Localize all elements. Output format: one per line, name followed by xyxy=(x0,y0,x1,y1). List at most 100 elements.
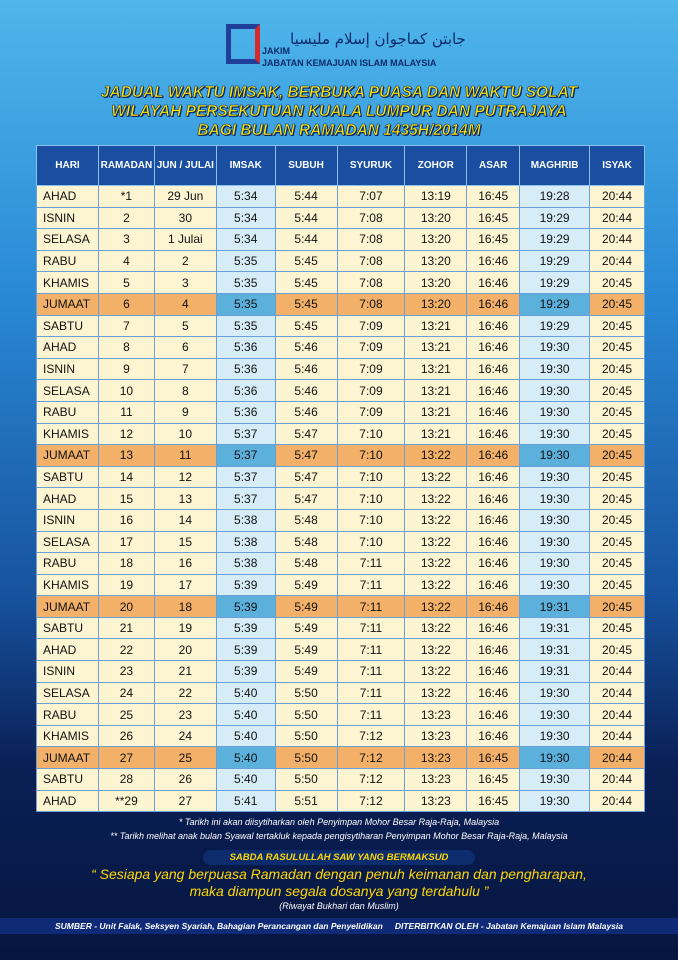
table-cell: 20:44 xyxy=(589,746,645,770)
table-cell: 16:46 xyxy=(466,357,521,381)
table-cell: 5:39 xyxy=(215,595,276,618)
table-row: SELASA 10 8 5:36 5:46 7:09 13:21 16:46 19:30 20:4… xyxy=(36,379,645,402)
table-cell: 17 xyxy=(153,573,217,597)
table-cell: 7:10 xyxy=(336,530,406,554)
table-cell: 11 xyxy=(153,444,217,467)
table-cell: 7:11 xyxy=(336,573,406,597)
table-cell: 20:45 xyxy=(589,638,645,662)
table-cell: 20:45 xyxy=(589,314,645,338)
table-cell: ISNIN xyxy=(36,206,99,230)
table-cell: 20:44 xyxy=(589,206,645,230)
table-cell: 13:21 xyxy=(404,314,468,338)
table-row: JUMAAT 13 11 5:37 5:47 7:10 13:22 16:46 19:30 20:… xyxy=(36,444,645,467)
table-cell: 5:38 xyxy=(215,552,276,575)
table-cell: 5:40 xyxy=(215,724,276,748)
footer: SUMBER - Unit Falak, Seksyen Syariah, Ba… xyxy=(0,918,678,934)
table-cell: 5:47 xyxy=(274,422,338,446)
table-cell: 6 xyxy=(97,292,155,316)
table-row: ISNIN 2 30 5:34 5:44 7:08 13:20 16:45 19:29 20:44 xyxy=(36,206,645,230)
table-cell: 13:20 xyxy=(404,249,468,273)
table-cell: 18 xyxy=(97,552,155,575)
table-cell: JUMAAT xyxy=(36,444,99,467)
table-cell: SELASA xyxy=(36,228,99,251)
table-cell: 10 xyxy=(97,379,155,402)
table-cell: 26 xyxy=(153,768,217,791)
table-row: AHAD *1 29 Jun 5:34 5:44 7:07 13:19 16:45 19:28 2… xyxy=(36,185,645,208)
table-row: JUMAAT 27 25 5:40 5:50 7:12 13:23 16:45 19:30 20:… xyxy=(36,746,645,770)
table-cell: 16:45 xyxy=(466,228,521,251)
table-cell: 19:29 xyxy=(519,228,591,251)
table-cell: 16:46 xyxy=(466,292,521,316)
footnote: * Tarikh ini akan diisytiharkan oleh Pen… xyxy=(178,817,500,827)
table-cell: 5:37 xyxy=(215,422,276,446)
table-cell: 7:10 xyxy=(336,487,406,510)
org-name: JABATAN KEMAJUAN ISLAM MALAYSIA xyxy=(262,58,437,68)
table-cell: 13:22 xyxy=(404,595,468,618)
column-header: ASAR xyxy=(466,145,521,186)
table-cell: 5:41 xyxy=(215,789,276,813)
table-cell: KHAMIS xyxy=(36,573,99,597)
table-cell: SABTU xyxy=(36,465,99,489)
table-cell: 4 xyxy=(153,292,217,316)
table-cell: JUMAAT xyxy=(36,746,99,770)
table-cell: 7:10 xyxy=(336,422,406,446)
table-cell: 17 xyxy=(97,530,155,554)
table-cell: 12 xyxy=(97,422,155,446)
table-cell: SELASA xyxy=(36,379,99,402)
table-row: SABTU 14 12 5:37 5:47 7:10 13:22 16:46 19:30 20:4… xyxy=(36,465,645,489)
table-cell: SELASA xyxy=(36,530,99,554)
column-header: IMSAK xyxy=(215,145,276,186)
table-cell: 24 xyxy=(153,724,217,748)
table-cell: 7:12 xyxy=(336,789,406,813)
table-cell: 13:21 xyxy=(404,336,468,359)
table-cell: 5:45 xyxy=(274,271,338,294)
table-cell: 7:11 xyxy=(336,638,406,662)
table-cell: 30 xyxy=(153,206,217,230)
table-cell: 23 xyxy=(153,703,217,726)
table-cell: 16:46 xyxy=(466,724,521,748)
table-cell: 5:44 xyxy=(274,228,338,251)
table-cell: 5:37 xyxy=(215,444,276,467)
table-cell: SABTU xyxy=(36,616,99,640)
table-cell: 28 xyxy=(97,768,155,791)
table-cell: 5:50 xyxy=(274,681,338,705)
table-cell: 13:20 xyxy=(404,206,468,230)
table-cell: 27 xyxy=(153,789,217,813)
table-cell: 15 xyxy=(153,530,217,554)
table-cell: 16:46 xyxy=(466,271,521,294)
table-row: SABTU 28 26 5:40 5:50 7:12 13:23 16:45 19:30 20:4… xyxy=(36,768,645,791)
hadith-line: maka diampun segala dosanya yang terdahu… xyxy=(189,883,489,899)
table-cell: 5:48 xyxy=(274,530,338,554)
table-cell: 16:46 xyxy=(466,422,521,446)
column-header: ZOHOR xyxy=(404,145,468,186)
table-cell: 13:21 xyxy=(404,357,468,381)
footnote: ** Tarikh melihat anak bulan Syawal tert… xyxy=(110,831,568,841)
table-cell: 5:49 xyxy=(274,616,338,640)
table-cell: 19:30 xyxy=(519,724,591,748)
table-cell: 20:44 xyxy=(589,249,645,273)
table-cell: ISNIN xyxy=(36,508,99,532)
table-row: AHAD 8 6 5:36 5:46 7:09 13:21 16:46 19:30 20:45 xyxy=(36,336,645,359)
table-cell: 13:22 xyxy=(404,465,468,489)
table-cell: 20:45 xyxy=(589,552,645,575)
table-cell: 16:45 xyxy=(466,206,521,230)
table-cell: 5:36 xyxy=(215,336,276,359)
table-cell: 16 xyxy=(153,552,217,575)
table-cell: 20:45 xyxy=(589,508,645,532)
table-cell: 5:46 xyxy=(274,379,338,402)
table-cell: 5:39 xyxy=(215,616,276,640)
table-cell: 20:45 xyxy=(589,271,645,294)
table-cell: 5:39 xyxy=(215,638,276,662)
table-cell: 27 xyxy=(97,746,155,770)
table-cell: 13:22 xyxy=(404,552,468,575)
table-cell: 16:46 xyxy=(466,379,521,402)
table-cell: 20:45 xyxy=(589,573,645,597)
table-cell: 13:23 xyxy=(404,768,468,791)
table-cell: 13:22 xyxy=(404,660,468,683)
table-cell: JUMAAT xyxy=(36,595,99,618)
table-cell: 5:40 xyxy=(215,746,276,770)
table-cell: 5:40 xyxy=(215,768,276,791)
table-cell: 16:46 xyxy=(466,638,521,662)
table-row: AHAD 22 20 5:39 5:49 7:11 13:22 16:46 19:31 20:45 xyxy=(36,638,645,662)
table-cell: 25 xyxy=(97,703,155,726)
